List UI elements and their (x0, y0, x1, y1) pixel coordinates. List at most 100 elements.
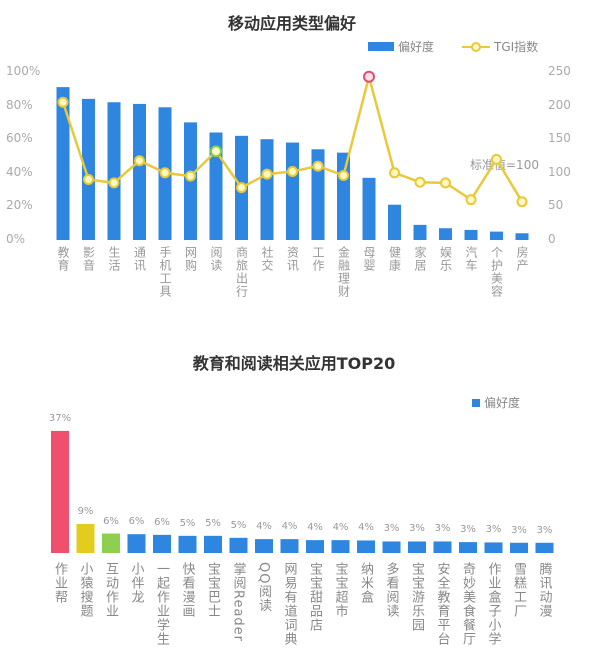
tgi-point-资讯 (287, 165, 298, 177)
x-label-安全教育平台: 安全教育平台 (434, 562, 450, 646)
bar-掌阅Reader (229, 537, 248, 553)
legend-bar-swatch (368, 42, 394, 51)
data-label: 5% (179, 517, 196, 529)
bar-生活 (107, 102, 121, 241)
x-label-多看阅读: 多看阅读 (383, 562, 399, 618)
left-axis-tick: 0% (6, 232, 26, 246)
tgi-point-网购 (185, 170, 196, 182)
x-label-社交: 社交 (260, 246, 274, 272)
tgi-point-汽车 (465, 194, 477, 206)
tgi-point-个护美容 (491, 153, 502, 165)
bar-QQ阅读 (255, 539, 273, 553)
bar-互动作业 (102, 533, 120, 553)
data-label: 4% (256, 521, 272, 533)
x-label-小伴龙: 小伴龙 (128, 562, 144, 604)
bar-宝宝超市 (331, 540, 350, 553)
left-axis-tick: 20% (6, 198, 33, 213)
bar-家居 (413, 224, 427, 240)
tgi-point-社交 (261, 168, 273, 180)
right-axis-tick: 150 (548, 131, 571, 146)
tgi-point-健康 (389, 167, 400, 179)
legend-bar-label: 偏好度 (398, 40, 435, 54)
bar-阅读 (209, 132, 223, 240)
x-label-房产: 房产 (515, 246, 529, 272)
tgi-point-手机工具 (159, 167, 171, 179)
bar-房产 (515, 233, 529, 240)
bar-工作 (311, 149, 325, 240)
bar-纳米盒 (357, 540, 375, 553)
data-label: 5% (205, 517, 221, 529)
x-label-商旅出行: 商旅出行 (234, 246, 249, 298)
x-label-个护美容: 个护美容 (489, 246, 504, 298)
chart1-title: 移动应用类型偏好 (227, 14, 356, 33)
right-axis-tick: 250 (548, 64, 571, 78)
bar-腾讯动漫 (535, 542, 554, 553)
data-label: 3% (409, 523, 425, 535)
tgi-point-家居 (414, 176, 426, 188)
bar-宝宝游乐园 (408, 541, 426, 553)
x-label-掌阅Reader: 掌阅Reader (230, 562, 246, 643)
bar-小猿搜题 (76, 523, 95, 553)
bar-宝宝甜品店 (306, 540, 324, 553)
x-label-作业帮: 作业帮 (52, 562, 67, 604)
bar-网易有道词典 (280, 539, 299, 553)
bar-宝宝巴士 (204, 535, 222, 553)
bar-一起作业学生 (153, 534, 171, 553)
data-label: 3% (485, 524, 502, 536)
data-label: 5% (230, 519, 247, 531)
x-label-家居: 家居 (413, 246, 427, 272)
data-label: 6% (103, 515, 119, 527)
data-label: 3% (460, 524, 476, 536)
bar-雪糕工厂 (510, 542, 528, 553)
bar-社交 (260, 139, 274, 240)
legend2-swatch (472, 398, 480, 407)
tgi-point-金融理财 (338, 169, 349, 181)
bar-母婴 (362, 177, 376, 240)
data-label: 6% (154, 516, 170, 528)
bar-影音 (82, 98, 95, 240)
tgi-point-工作 (312, 160, 324, 172)
right-axis-tick: 200 (548, 97, 571, 112)
data-label: 9% (77, 505, 94, 517)
right-axis-tick: 50 (548, 198, 564, 213)
data-label: 4% (281, 521, 298, 533)
tgi-point-影音 (83, 174, 94, 186)
x-label-快看漫画: 快看漫画 (179, 562, 195, 618)
tgi-point-通讯 (134, 155, 145, 167)
data-label: 37% (48, 412, 72, 424)
x-label-资讯: 资讯 (285, 246, 300, 272)
left-axis-tick: 60% (6, 131, 33, 146)
bar-娱乐 (439, 228, 452, 240)
chart1-annotation: 标准值=100 (470, 158, 539, 172)
tgi-point-教育 (57, 96, 69, 108)
x-label-奇妙美食餐厅: 奇妙美食餐厅 (460, 562, 475, 646)
x-label-工作: 工作 (311, 246, 325, 272)
chart1-legend-line: TGI指数 (462, 38, 538, 55)
legend2-label: 偏好度 (484, 396, 521, 410)
tgi-point-娱乐 (440, 177, 451, 189)
x-label-母婴: 母婴 (362, 246, 376, 272)
data-label: 3% (536, 524, 553, 536)
data-label: 4% (332, 522, 349, 534)
bar-作业帮 (51, 430, 69, 553)
tgi-point-房产 (516, 196, 528, 208)
bar-奇妙美食餐厅 (459, 542, 477, 553)
chart1-legend-bar: 偏好度 (368, 38, 434, 55)
x-label-教育: 教育 (56, 246, 70, 272)
bar-多看阅读 (382, 541, 401, 553)
x-label-作业盒子小学: 作业盒子小学 (485, 562, 501, 646)
data-label: 3% (434, 523, 451, 535)
tgi-point-生活 (108, 177, 120, 189)
right-axis-tick: 100 (548, 164, 571, 179)
x-label-宝宝巴士: 宝宝巴士 (205, 562, 220, 618)
legend-line-swatch (462, 41, 490, 52)
bar-快看漫画 (178, 535, 197, 553)
x-label-健康: 健康 (387, 246, 402, 272)
bar-金融理财 (337, 152, 350, 240)
x-label-网购: 网购 (183, 246, 198, 272)
x-label-影音: 影音 (81, 246, 96, 272)
bar-汽车 (464, 229, 478, 240)
x-label-互动作业: 互动作业 (103, 562, 118, 618)
data-label: 4% (307, 522, 323, 534)
